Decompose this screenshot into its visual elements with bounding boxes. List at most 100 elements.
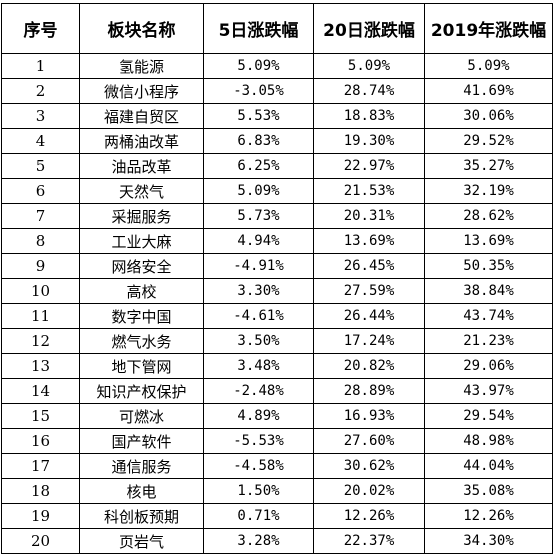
header-2019-change: 2019年涨跌幅: [424, 3, 553, 54]
table-row: 4 两桶油改革 6.83% 19.30% 29.52%: [1, 128, 553, 154]
change-2019-cell: 29.52%: [424, 128, 553, 154]
table-row: 5 油品改革 6.25% 22.97% 35.27%: [1, 153, 553, 179]
index-cell: 20: [1, 528, 80, 554]
change-5d-cell: 1.50%: [203, 478, 314, 504]
change-5d-cell: 4.89%: [203, 403, 314, 429]
header-row: 序号 板块名称 5日涨跌幅 20日涨跌幅 2019年涨跌幅: [1, 3, 553, 54]
change-20d-cell: 19.30%: [313, 128, 425, 154]
change-5d-cell: 5.09%: [203, 53, 314, 79]
change-5d-cell: 0.71%: [203, 503, 314, 529]
change-2019-cell: 29.06%: [424, 353, 553, 379]
index-cell: 13: [1, 353, 80, 379]
table-row: 19 科创板预期 0.71% 12.26% 12.26%: [1, 503, 553, 529]
header-20d-change: 20日涨跌幅: [313, 3, 425, 54]
change-20d-cell: 18.83%: [313, 103, 425, 129]
table-row: 12 燃气水务 3.50% 17.24% 21.23%: [1, 328, 553, 354]
sector-name-cell: 地下管网: [79, 353, 204, 379]
index-cell: 9: [1, 253, 80, 279]
index-cell: 4: [1, 128, 80, 154]
table-row: 9 网络安全 -4.91% 26.45% 50.35%: [1, 253, 553, 279]
index-cell: 17: [1, 453, 80, 479]
index-cell: 3: [1, 103, 80, 129]
change-5d-cell: 3.28%: [203, 528, 314, 554]
sector-name-cell: 天然气: [79, 178, 204, 204]
change-2019-cell: 48.98%: [424, 428, 553, 454]
table-row: 20 页岩气 3.28% 22.37% 34.30%: [1, 528, 553, 554]
table-row: 18 核电 1.50% 20.02% 35.08%: [1, 478, 553, 504]
table-row: 2 微信小程序 -3.05% 28.74% 41.69%: [1, 78, 553, 104]
change-2019-cell: 41.69%: [424, 78, 553, 104]
table-row: 10 高校 3.30% 27.59% 38.84%: [1, 278, 553, 304]
sector-name-cell: 国产软件: [79, 428, 204, 454]
index-cell: 16: [1, 428, 80, 454]
index-cell: 11: [1, 303, 80, 329]
change-20d-cell: 16.93%: [313, 403, 425, 429]
change-20d-cell: 26.45%: [313, 253, 425, 279]
change-5d-cell: 3.50%: [203, 328, 314, 354]
sector-name-cell: 数字中国: [79, 303, 204, 329]
change-5d-cell: 4.94%: [203, 228, 314, 254]
sector-name-cell: 油品改革: [79, 153, 204, 179]
change-2019-cell: 43.97%: [424, 378, 553, 404]
sector-name-cell: 工业大麻: [79, 228, 204, 254]
change-20d-cell: 21.53%: [313, 178, 425, 204]
table-row: 11 数字中国 -4.61% 26.44% 43.74%: [1, 303, 553, 329]
sector-name-cell: 高校: [79, 278, 204, 304]
change-2019-cell: 43.74%: [424, 303, 553, 329]
change-20d-cell: 30.62%: [313, 453, 425, 479]
index-cell: 19: [1, 503, 80, 529]
table-row: 14 知识产权保护 -2.48% 28.89% 43.97%: [1, 378, 553, 404]
change-5d-cell: 5.09%: [203, 178, 314, 204]
change-20d-cell: 28.74%: [313, 78, 425, 104]
index-cell: 7: [1, 203, 80, 229]
table-row: 3 福建自贸区 5.53% 18.83% 30.06%: [1, 103, 553, 129]
sector-name-cell: 微信小程序: [79, 78, 204, 104]
change-2019-cell: 21.23%: [424, 328, 553, 354]
change-20d-cell: 28.89%: [313, 378, 425, 404]
index-cell: 18: [1, 478, 80, 504]
table-row: 17 通信服务 -4.58% 30.62% 44.04%: [1, 453, 553, 479]
sector-performance-table: 序号 板块名称 5日涨跌幅 20日涨跌幅 2019年涨跌幅 1 氢能源 5.09% 5…: [1, 3, 553, 554]
sector-name-cell: 网络安全: [79, 253, 204, 279]
change-20d-cell: 27.60%: [313, 428, 425, 454]
change-2019-cell: 12.26%: [424, 503, 553, 529]
table-row: 8 工业大麻 4.94% 13.69% 13.69%: [1, 228, 553, 254]
sector-name-cell: 可燃冰: [79, 403, 204, 429]
change-20d-cell: 22.37%: [313, 528, 425, 554]
change-5d-cell: -4.91%: [203, 253, 314, 279]
change-5d-cell: 3.30%: [203, 278, 314, 304]
index-cell: 1: [1, 53, 80, 79]
change-2019-cell: 38.84%: [424, 278, 553, 304]
table-body: 1 氢能源 5.09% 5.09% 5.09% 2 微信小程序 -3.05% 28.74% 41.…: [1, 53, 553, 554]
table-row: 6 天然气 5.09% 21.53% 32.19%: [1, 178, 553, 204]
sector-name-cell: 燃气水务: [79, 328, 204, 354]
change-2019-cell: 30.06%: [424, 103, 553, 129]
change-2019-cell: 13.69%: [424, 228, 553, 254]
change-2019-cell: 5.09%: [424, 53, 553, 79]
table-row: 13 地下管网 3.48% 20.82% 29.06%: [1, 353, 553, 379]
change-2019-cell: 32.19%: [424, 178, 553, 204]
change-2019-cell: 35.08%: [424, 478, 553, 504]
sector-name-cell: 页岩气: [79, 528, 204, 554]
change-5d-cell: -4.58%: [203, 453, 314, 479]
change-5d-cell: 3.48%: [203, 353, 314, 379]
table-row: 1 氢能源 5.09% 5.09% 5.09%: [1, 53, 553, 79]
change-20d-cell: 20.82%: [313, 353, 425, 379]
table-header: 序号 板块名称 5日涨跌幅 20日涨跌幅 2019年涨跌幅: [1, 3, 553, 54]
sector-name-cell: 核电: [79, 478, 204, 504]
change-2019-cell: 29.54%: [424, 403, 553, 429]
header-index: 序号: [1, 3, 80, 54]
change-20d-cell: 5.09%: [313, 53, 425, 79]
change-5d-cell: 6.25%: [203, 153, 314, 179]
sector-name-cell: 通信服务: [79, 453, 204, 479]
change-20d-cell: 12.26%: [313, 503, 425, 529]
change-5d-cell: -2.48%: [203, 378, 314, 404]
change-20d-cell: 20.31%: [313, 203, 425, 229]
index-cell: 8: [1, 228, 80, 254]
change-20d-cell: 22.97%: [313, 153, 425, 179]
header-5d-change: 5日涨跌幅: [203, 3, 314, 54]
change-20d-cell: 17.24%: [313, 328, 425, 354]
index-cell: 2: [1, 78, 80, 104]
index-cell: 6: [1, 178, 80, 204]
change-20d-cell: 27.59%: [313, 278, 425, 304]
